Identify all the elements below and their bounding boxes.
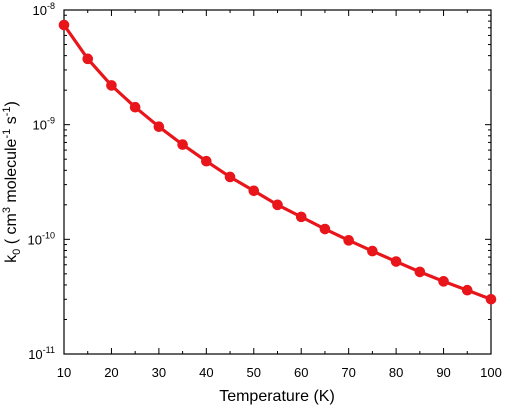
x-axis-label: Temperature (K) xyxy=(219,388,335,405)
data-point xyxy=(343,235,354,246)
data-point xyxy=(438,276,449,287)
x-tick-label: 70 xyxy=(341,365,355,380)
data-point xyxy=(177,139,188,150)
x-tick-label: 60 xyxy=(294,365,308,380)
series-line xyxy=(62,24,492,301)
y-tick-label: 10-8 xyxy=(33,1,55,18)
data-point xyxy=(390,256,402,267)
data-point xyxy=(224,171,236,183)
x-tick-label: 10 xyxy=(57,365,71,380)
data-point xyxy=(461,284,473,296)
x-tick-label: 40 xyxy=(199,365,213,380)
y-axis-label: k0 ( cm3 molecule-1 s-1) xyxy=(1,101,23,263)
series-points xyxy=(58,19,497,305)
data-point xyxy=(248,185,260,197)
data-point xyxy=(106,80,117,91)
data-point xyxy=(414,266,426,278)
data-point xyxy=(58,19,70,31)
data-point xyxy=(153,121,165,132)
data-point xyxy=(201,155,212,167)
x-tick-label: 30 xyxy=(152,365,166,380)
axis-ticks xyxy=(63,9,492,355)
x-tick-label: 20 xyxy=(104,365,118,380)
y-tick-label: 10-10 xyxy=(28,230,55,247)
data-point xyxy=(82,53,94,65)
data-point xyxy=(319,223,331,235)
data-point xyxy=(129,101,141,113)
data-point xyxy=(367,245,378,257)
data-point xyxy=(485,293,497,305)
y-tick-label: 10-11 xyxy=(28,345,55,362)
x-tick-labels: 10 20 30 40 50 60 70 80 90 100 xyxy=(57,365,502,380)
data-point xyxy=(272,199,283,211)
x-tick-label: 50 xyxy=(247,365,261,380)
x-tick-label: 90 xyxy=(436,365,450,380)
y-tick-label: 10-9 xyxy=(33,116,55,133)
data-point xyxy=(295,211,307,223)
x-tick-label: 80 xyxy=(389,365,403,380)
y-tick-labels: 10-11 10-10 10-9 10-8 xyxy=(28,1,55,362)
x-tick-label: 100 xyxy=(480,365,502,380)
plot-frame xyxy=(63,9,492,355)
